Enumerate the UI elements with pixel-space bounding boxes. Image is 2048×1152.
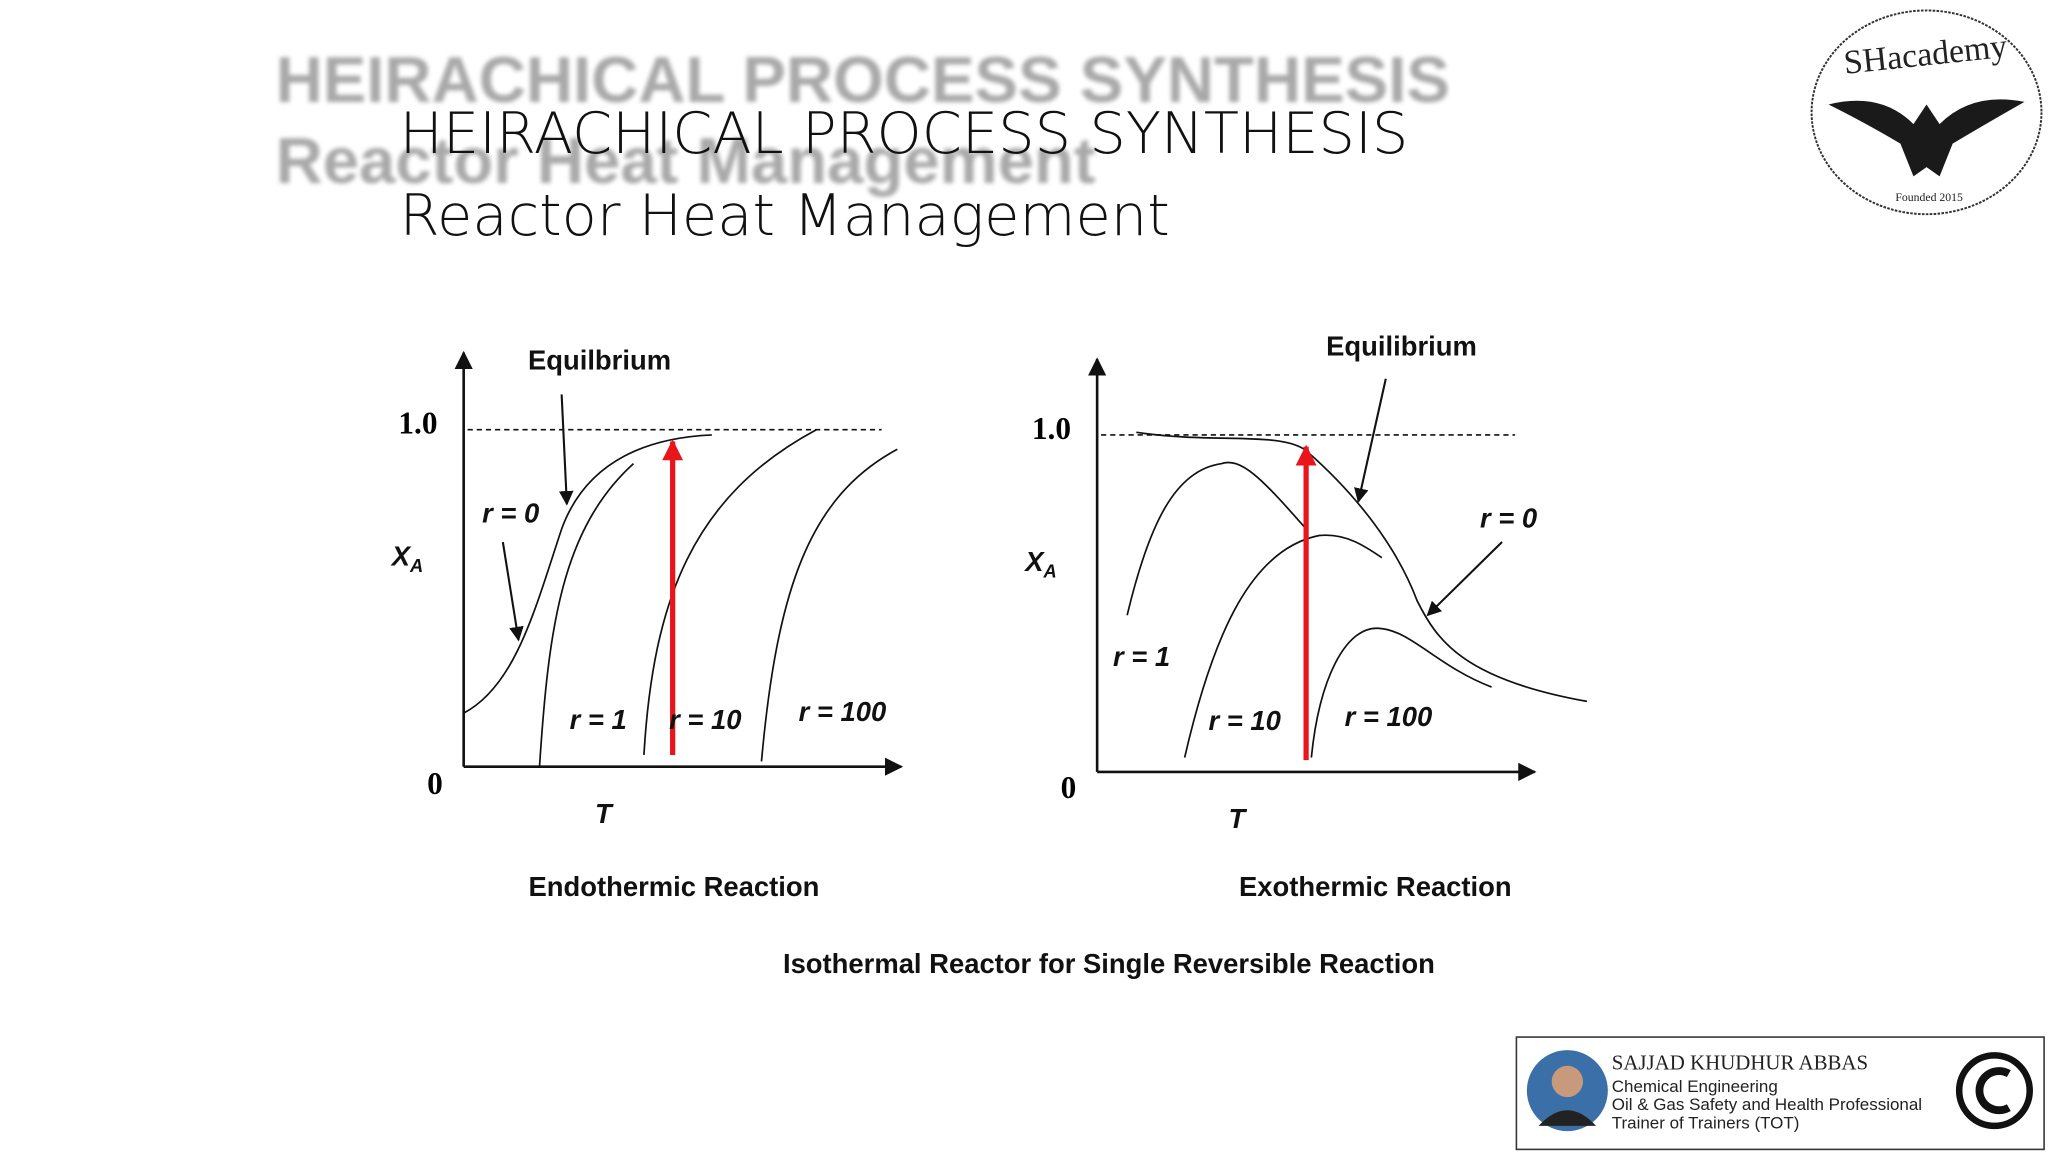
ghost-title: HEIRACHICAL PROCESS SYNTHESIS	[276, 43, 1450, 116]
origin-label: 0	[427, 766, 443, 801]
curve-label: r = 0	[1480, 503, 1537, 534]
y-axis-sub: A	[1043, 560, 1057, 581]
y-axis-symbol: X	[390, 541, 412, 572]
x-axis-label: T	[1229, 803, 1248, 834]
x-axis-label: T	[595, 798, 614, 829]
subtitle: Reactor Heat Management	[400, 182, 1170, 249]
author-line: Oil & Gas Safety and Health Professional	[1612, 1095, 1922, 1114]
equilibrium-label: Equilbrium	[528, 345, 671, 376]
caption: Endothermic Reaction	[529, 871, 820, 902]
endothermic-diagram: 1.0 0 XA T Equilbrium r = 0 r = 1 r = 10…	[390, 345, 904, 902]
y-axis-label: XA	[390, 541, 423, 577]
curve-label: r = 10	[1209, 705, 1281, 736]
title: HEIRACHICAL PROCESS SYNTHESIS	[400, 100, 1409, 167]
pointer	[1426, 541, 1503, 617]
curve	[538, 463, 635, 769]
curve	[1136, 431, 1588, 703]
ghost-subtitle: Reactor Heat Management	[276, 124, 1096, 197]
curve	[643, 428, 817, 755]
y-top-label: 1.0	[398, 406, 437, 441]
curve	[1183, 534, 1383, 758]
curve	[1310, 627, 1492, 758]
curve-label: r = 100	[799, 696, 887, 727]
logo: SHacademy Founded 2015	[1810, 9, 2043, 216]
curve	[1126, 461, 1307, 616]
curve-label: r = 0	[482, 497, 539, 528]
author-line: Chemical Engineering	[1612, 1077, 1778, 1096]
caption: Exothermic Reaction	[1239, 871, 1512, 902]
curve	[463, 434, 712, 714]
y-axis-label: XA	[1023, 546, 1056, 582]
curve	[760, 448, 898, 762]
figure-caption: Isothermal Reactor for Single Reversible…	[783, 948, 1435, 979]
curve-label: r = 1	[1113, 641, 1170, 672]
author-line: Trainer of Trainers (TOT)	[1612, 1113, 1800, 1132]
curve-label: r = 1	[570, 704, 627, 735]
pointer	[501, 541, 524, 642]
y-axis-sub: A	[409, 555, 423, 576]
y-top-label: 1.0	[1032, 411, 1071, 446]
pointer	[558, 394, 574, 506]
author-name: SAJJAD KHUDHUR ABBAS	[1612, 1051, 1868, 1075]
logo-founded: Founded 2015	[1895, 191, 1963, 204]
pointer	[1354, 378, 1387, 503]
y-axis-symbol: X	[1023, 546, 1045, 577]
equilibrium-label: Equilibrium	[1326, 330, 1477, 361]
exothermic-diagram: 1.0 0 XA T Equilibrium r = 0 r = 1 r = 1…	[1023, 330, 1588, 902]
curve-label: r = 10	[669, 704, 741, 735]
author-card: SAJJAD KHUDHUR ABBAS Chemical Engineerin…	[1515, 1036, 2045, 1151]
curve-label: r = 100	[1345, 701, 1433, 732]
origin-label: 0	[1061, 770, 1077, 805]
